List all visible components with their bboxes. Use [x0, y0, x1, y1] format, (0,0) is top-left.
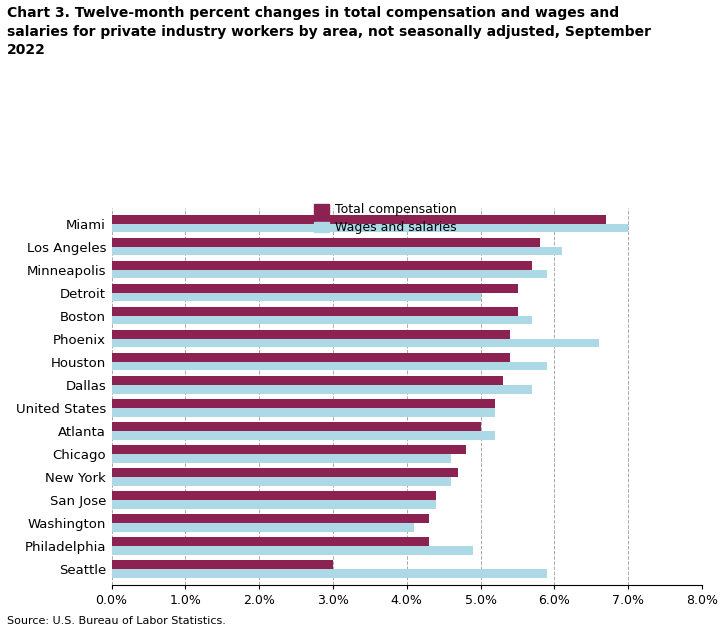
Text: Source: U.S. Bureau of Labor Statistics.: Source: U.S. Bureau of Labor Statistics.: [7, 616, 226, 626]
Bar: [112, 514, 429, 523]
Bar: [112, 385, 532, 394]
Bar: [112, 408, 495, 416]
Legend: Total compensation, Wages and salaries: Total compensation, Wages and salaries: [309, 198, 462, 239]
Bar: [112, 546, 473, 555]
Bar: [112, 523, 414, 532]
Bar: [112, 292, 481, 301]
Bar: [112, 376, 503, 385]
Bar: [112, 431, 495, 440]
Bar: [112, 284, 518, 292]
Bar: [112, 238, 540, 247]
Bar: [112, 261, 532, 270]
Bar: [112, 537, 429, 546]
Bar: [112, 454, 451, 462]
Bar: [112, 270, 547, 279]
Bar: [112, 362, 547, 370]
Bar: [112, 422, 481, 431]
Bar: [112, 491, 436, 500]
Bar: [112, 399, 495, 408]
Bar: [112, 445, 466, 454]
Bar: [112, 215, 606, 224]
Bar: [112, 339, 599, 347]
Bar: [112, 307, 518, 316]
Bar: [112, 468, 459, 477]
Bar: [112, 247, 562, 255]
Bar: [112, 500, 436, 509]
Bar: [112, 316, 532, 325]
Text: Chart 3. Twelve-month percent changes in total compensation and wages and
salari: Chart 3. Twelve-month percent changes in…: [7, 6, 651, 57]
Bar: [112, 569, 547, 577]
Bar: [112, 224, 628, 233]
Bar: [112, 477, 451, 486]
Bar: [112, 353, 510, 362]
Bar: [112, 560, 333, 569]
Bar: [112, 330, 510, 339]
